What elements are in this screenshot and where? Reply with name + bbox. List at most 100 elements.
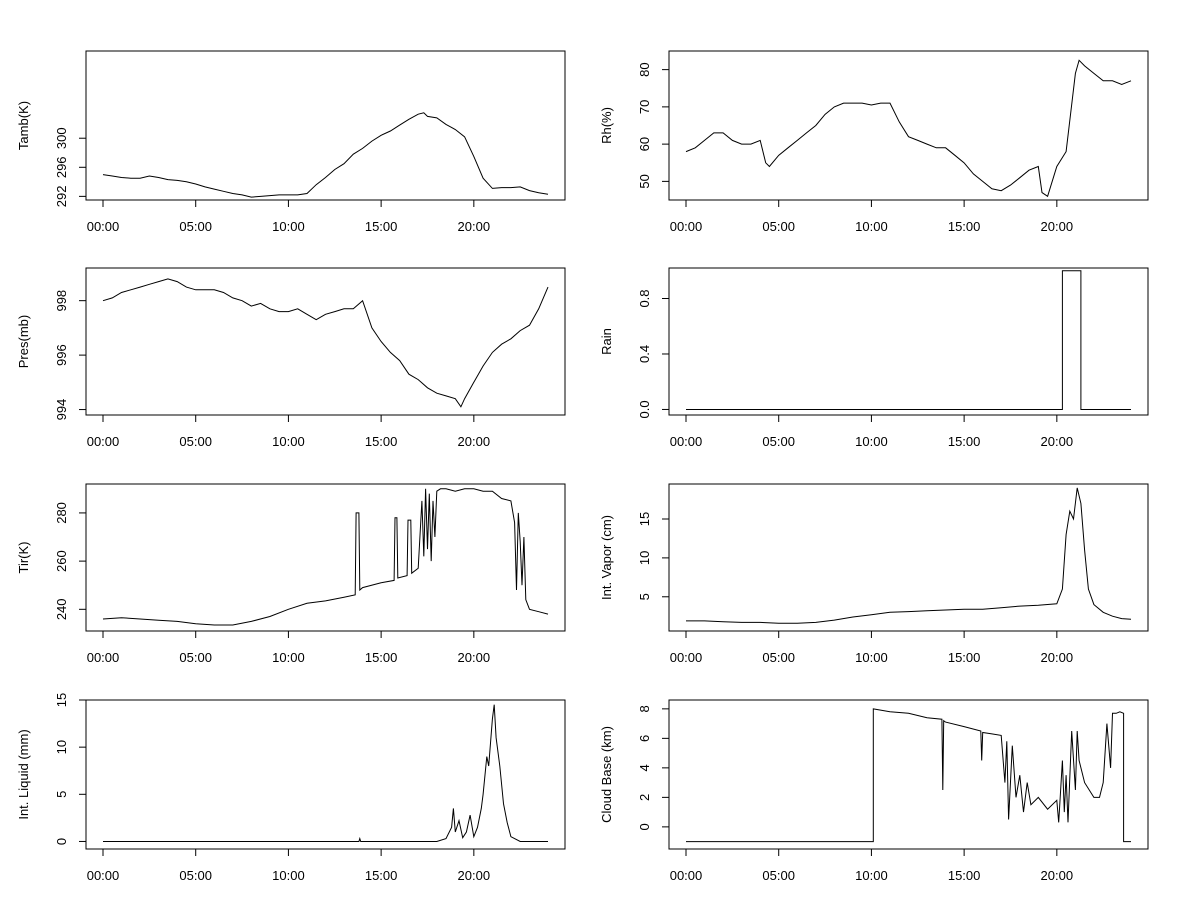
x-tick-label: 15:00 [948,434,981,449]
y-tick-label: 994 [54,399,69,421]
y-tick-label: 15 [54,693,69,707]
y-axis-label: Cloud Base (km) [599,726,614,823]
series-line [686,270,1131,410]
x-tick-label: 10:00 [272,434,305,449]
x-tick-label: 15:00 [948,868,981,883]
x-tick-label: 15:00 [365,650,398,665]
x-tick-label: 10:00 [855,868,888,883]
series-line [102,112,549,198]
y-tick-label: 0 [637,823,652,830]
y-axis-label: Int. Vapor (cm) [599,515,614,600]
y-axis-label: Int. Liquid (mm) [16,729,31,819]
y-axis-label: Rain [599,328,614,355]
x-tick-label: 05:00 [762,219,795,234]
y-tick-label: 300 [54,127,69,149]
x-tick-label: 20:00 [458,434,491,449]
y-tick-label: 998 [54,290,69,312]
panel-1: 00:00 05:00 10:00 15:00 20:00 292 296 300 Tamb(K… [16,50,566,234]
x-tick-label: 15:00 [948,650,981,665]
x-tick-label: 20:00 [458,650,491,665]
plot-frame [668,483,1149,632]
panel-6: 00:00 05:00 10:00 15:00 20:00 5 10 15 Int. Vapor… [599,483,1149,665]
panel-7: 00:00 05:00 10:00 15:00 20:00 0 5 10 15 Int. Liqu… [16,693,566,883]
panel-4: 00:00 05:00 10:00 15:00 20:00 0.0 0.4 0.8 Rain [599,267,1149,449]
x-tick-label: 20:00 [1041,434,1074,449]
x-tick-label: 10:00 [272,868,305,883]
x-tick-label: 20:00 [1041,650,1074,665]
x-tick-label: 05:00 [179,219,212,234]
x-tick-label: 00:00 [87,868,120,883]
x-tick-label: 15:00 [948,219,981,234]
panel-3: 00:00 05:00 10:00 15:00 20:00 994 996 998 Pres(m… [16,267,566,449]
panel-2: 00:00 05:00 10:00 15:00 20:00 50 60 70 80 Rh(%) [599,50,1149,234]
x-tick-label: 00:00 [670,434,703,449]
plot-frame [85,483,566,632]
y-tick-label: 2 [637,794,652,801]
series-line [686,487,1132,624]
x-tick-label: 20:00 [458,219,491,234]
y-axis-label: Tir(K) [16,541,31,573]
plot-frame [85,50,566,201]
series-line [103,704,548,842]
y-tick-label: 5 [637,593,652,600]
plot-frame [668,50,1149,201]
series-line [685,59,1132,198]
y-tick-label: 70 [637,100,652,114]
x-tick-label: 10:00 [855,434,888,449]
y-tick-label: 5 [54,791,69,798]
y-tick-label: 10 [637,551,652,565]
x-tick-label: 05:00 [762,650,795,665]
plot-frame [85,267,566,416]
x-tick-label: 20:00 [1041,868,1074,883]
x-tick-label: 15:00 [365,434,398,449]
y-tick-label: 280 [54,502,69,524]
y-tick-label: 8 [637,705,652,712]
x-tick-label: 05:00 [179,434,212,449]
y-axis-label: Rh(%) [599,107,614,144]
y-tick-label: 0.8 [637,289,652,307]
x-tick-label: 00:00 [670,650,703,665]
x-tick-label: 00:00 [670,868,703,883]
y-tick-label: 996 [54,344,69,366]
x-tick-label: 00:00 [87,434,120,449]
x-tick-label: 10:00 [272,219,305,234]
panel-5: 00:00 05:00 10:00 15:00 20:00 240 260 280 Tir(K) [16,483,566,665]
panel-8: 00:00 05:00 10:00 15:00 20:00 0 2 4 6 8 Cloud Base… [599,699,1149,883]
y-tick-label: 50 [637,174,652,188]
series-line [102,488,549,626]
x-tick-label: 10:00 [272,650,305,665]
x-tick-label: 20:00 [458,868,491,883]
x-tick-label: 05:00 [179,650,212,665]
x-tick-label: 00:00 [670,219,703,234]
series-line [686,708,1131,843]
y-tick-label: 80 [637,62,652,76]
plot-frame [668,699,1149,850]
y-tick-label: 292 [54,186,69,208]
y-axis-label: Pres(mb) [16,315,31,368]
x-tick-label: 05:00 [762,434,795,449]
x-tick-label: 10:00 [855,650,888,665]
plot-frame [668,267,1149,416]
plot-frame [85,699,566,850]
y-tick-label: 260 [54,550,69,572]
y-axis-label: Tamb(K) [16,101,31,150]
series-line [102,278,549,408]
x-tick-label: 00:00 [87,219,120,234]
x-tick-label: 15:00 [365,868,398,883]
x-tick-label: 05:00 [762,868,795,883]
y-tick-label: 0 [54,838,69,845]
x-tick-label: 05:00 [179,868,212,883]
y-tick-label: 0.0 [637,400,652,418]
y-tick-label: 6 [637,735,652,742]
x-tick-label: 10:00 [855,219,888,234]
y-tick-label: 15 [637,512,652,526]
y-tick-label: 240 [54,598,69,620]
x-tick-label: 00:00 [87,650,120,665]
x-tick-label: 15:00 [365,219,398,234]
y-tick-label: 10 [54,740,69,754]
y-tick-label: 296 [54,156,69,178]
y-tick-label: 0.4 [637,345,652,363]
y-tick-label: 4 [637,764,652,771]
x-tick-label: 20:00 [1041,219,1074,234]
